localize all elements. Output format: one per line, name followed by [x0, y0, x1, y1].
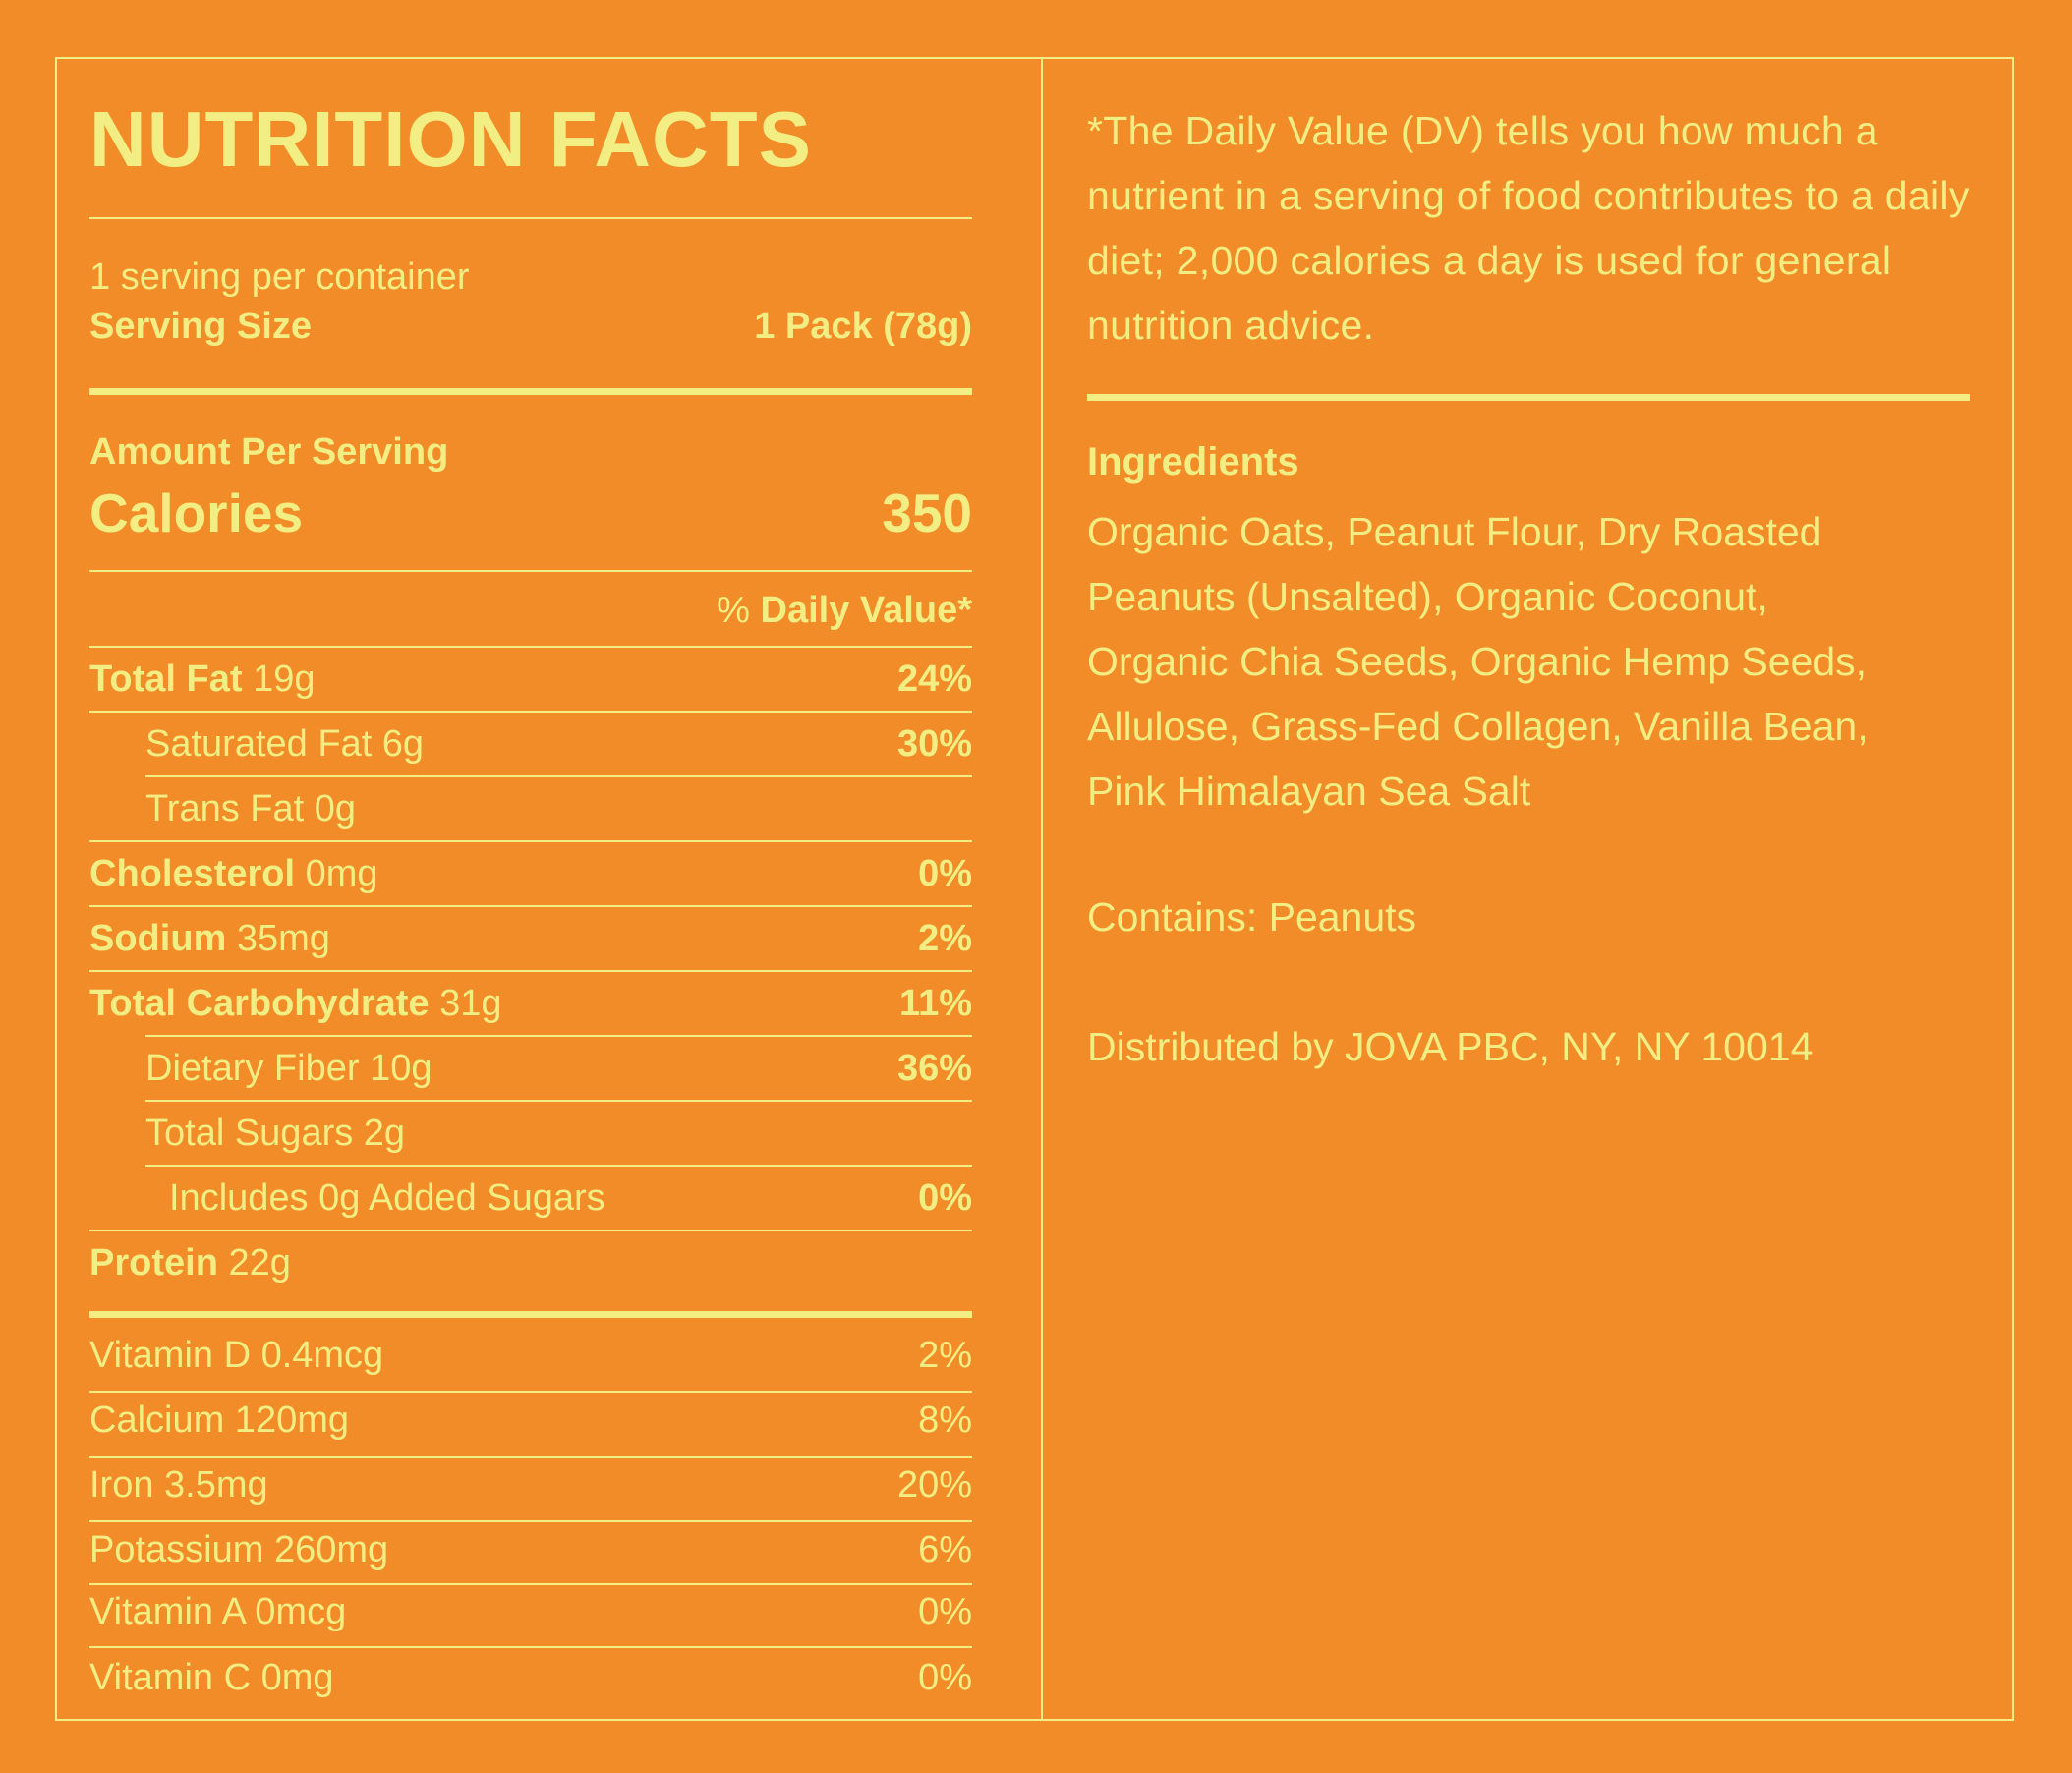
nutrient-row-protein: Protein 22g — [89, 1231, 972, 1294]
nutrient-name: Total Carbohydrate 31g — [89, 983, 502, 1025]
ingredients-heading: Ingredients — [1087, 440, 1299, 484]
thick-rule — [1087, 394, 1970, 401]
nutrient-dv: 36% — [896, 1047, 972, 1089]
nutrition-facts-title: NUTRITION FACTS — [89, 95, 812, 183]
vitamin-label: Vitamin C 0mg — [89, 1656, 334, 1698]
nutrient-label: Cholesterol — [89, 852, 296, 894]
dv-prefix: % — [717, 590, 761, 631]
distributor-statement: Distributed by JOVA PBC, NY, NY 10014 — [1087, 1024, 1813, 1069]
nutrient-amount: 0mg — [295, 852, 378, 894]
rule — [89, 1456, 972, 1458]
nutrient-label: Total Fat — [89, 658, 243, 700]
vitamin-label: Iron 3.5mg — [89, 1463, 268, 1506]
rule — [89, 711, 972, 713]
nutrient-dv: 0% — [918, 1176, 972, 1219]
nutrient-row-saturated-fat: Saturated Fat 6g 30% — [89, 713, 972, 775]
nutrient-dv: 24% — [896, 658, 972, 700]
nutrient-amount: 22g — [217, 1241, 291, 1284]
rule — [89, 570, 972, 572]
nutrient-amount: 31g — [429, 982, 502, 1024]
vitamin-row-iron: Iron 3.5mg 20% — [89, 1454, 972, 1516]
column-divider — [1041, 57, 1043, 1721]
rule — [89, 905, 972, 907]
vitamin-dv: 6% — [918, 1528, 972, 1571]
vitamin-dv: 2% — [918, 1334, 972, 1376]
vitamin-row-vitamin-c: Vitamin C 0mg 0% — [89, 1646, 972, 1709]
ingredients-list: Organic Oats, Peanut Flour, Dry Roasted … — [1087, 499, 1970, 824]
vitamin-row-vitamin-d: Vitamin D 0.4mcg 2% — [89, 1324, 972, 1387]
nutrient-dv: 11% — [899, 982, 972, 1024]
nutrient-name: Cholesterol 0mg — [89, 853, 378, 895]
nutrient-dv: 0% — [918, 852, 972, 894]
nutrition-facts-panel: NUTRITION FACTS 1 serving per container … — [89, 57, 972, 1721]
nutrient-label: Protein — [89, 1241, 218, 1284]
nutrient-label: Total Sugars 2g — [145, 1112, 406, 1154]
ingredients-line: Pink Himalayan Sea Salt — [1087, 769, 1531, 814]
nutrient-amount: 35mg — [226, 917, 330, 959]
vitamin-dv: 0% — [918, 1590, 972, 1632]
vitamin-dv: 0% — [918, 1656, 972, 1698]
vitamin-dv: 20% — [896, 1463, 972, 1506]
nutrient-label: Sodium — [89, 917, 227, 959]
serving-size-label: Serving Size — [89, 306, 312, 347]
vitamin-row-vitamin-a: Vitamin A 0mcg 0% — [89, 1580, 972, 1643]
nutrient-row-cholesterol: Cholesterol 0mg 0% — [89, 842, 972, 905]
rule — [145, 1035, 972, 1037]
ingredients-line: Organic Chia Seeds, Organic Hemp Seeds, — [1087, 639, 1868, 684]
nutrient-label: Saturated Fat 6g — [145, 722, 425, 765]
vitamin-row-calcium: Calcium 120mg 8% — [89, 1389, 972, 1452]
rule — [145, 1100, 972, 1102]
nutrient-label: Total Carbohydrate — [89, 982, 430, 1024]
nutrient-label: Dietary Fiber 10g — [145, 1047, 432, 1089]
ingredients-line: Peanuts (Unsalted), Organic Coconut, — [1087, 574, 1768, 619]
rule — [89, 840, 972, 842]
rule — [89, 217, 972, 219]
nutrient-row-total-carbohydrate: Total Carbohydrate 31g 11% — [89, 972, 972, 1035]
vitamin-row-potassium: Potassium 260mg 6% — [89, 1518, 972, 1581]
nutrient-label: Trans Fat 0g — [145, 787, 357, 829]
vitamin-label: Potassium 260mg — [89, 1528, 389, 1571]
calories-label: Calories — [89, 483, 304, 543]
amount-per-serving: Amount Per Serving — [89, 431, 449, 473]
nutrient-amount: 19g — [242, 658, 316, 700]
dv-label: Daily Value* — [760, 590, 972, 631]
rule — [89, 1646, 972, 1648]
vitamin-label: Vitamin D 0.4mcg — [89, 1334, 384, 1376]
daily-value-header: % Daily Value* — [717, 592, 972, 629]
vitamin-dv: 8% — [918, 1399, 972, 1441]
label-frame — [55, 57, 2014, 1721]
nutrient-row-total-sugars: Total Sugars 2g — [89, 1102, 972, 1165]
rule — [145, 1165, 972, 1167]
rule — [145, 775, 972, 777]
nutrient-name: Total Fat 19g — [89, 658, 315, 701]
daily-value-footnote: *The Daily Value (DV) tells you how much… — [1087, 108, 1970, 348]
vitamin-label: Calcium 120mg — [89, 1399, 349, 1441]
rule — [89, 970, 972, 972]
ingredients-line: Allulose, Grass-Fed Collagen, Vanilla Be… — [1087, 704, 1869, 749]
thick-rule — [89, 1311, 972, 1318]
allergen-statement: Contains: Peanuts — [1087, 894, 1417, 940]
nutrient-row-trans-fat: Trans Fat 0g — [89, 777, 972, 840]
nutrient-name: Sodium 35mg — [89, 918, 330, 960]
nutrient-row-dietary-fiber: Dietary Fiber 10g 36% — [89, 1037, 972, 1100]
ingredients-line: Organic Oats, Peanut Flour, Dry Roasted — [1087, 509, 1822, 554]
ingredients-panel: *The Daily Value (DV) tells you how much… — [1087, 57, 1970, 1721]
servings-per-container: 1 serving per container — [89, 257, 470, 298]
nutrient-dv: 2% — [918, 917, 972, 959]
rule — [89, 1583, 972, 1585]
nutrient-label: Includes 0g Added Sugars — [169, 1176, 605, 1219]
nutrient-dv: 30% — [896, 722, 972, 765]
rule — [89, 1391, 972, 1393]
calories-value: 350 — [882, 483, 972, 543]
nutrient-row-total-fat: Total Fat 19g 24% — [89, 648, 972, 711]
nutrient-row-sodium: Sodium 35mg 2% — [89, 907, 972, 970]
thick-rule — [89, 388, 972, 395]
nutrient-row-added-sugars: Includes 0g Added Sugars 0% — [89, 1167, 972, 1230]
rule — [89, 1520, 972, 1522]
serving-size-value: 1 Pack (78g) — [754, 306, 972, 347]
rule — [89, 1230, 972, 1231]
rule — [89, 646, 972, 648]
nutrient-name: Protein 22g — [89, 1242, 291, 1285]
vitamin-label: Vitamin A 0mcg — [89, 1590, 347, 1632]
